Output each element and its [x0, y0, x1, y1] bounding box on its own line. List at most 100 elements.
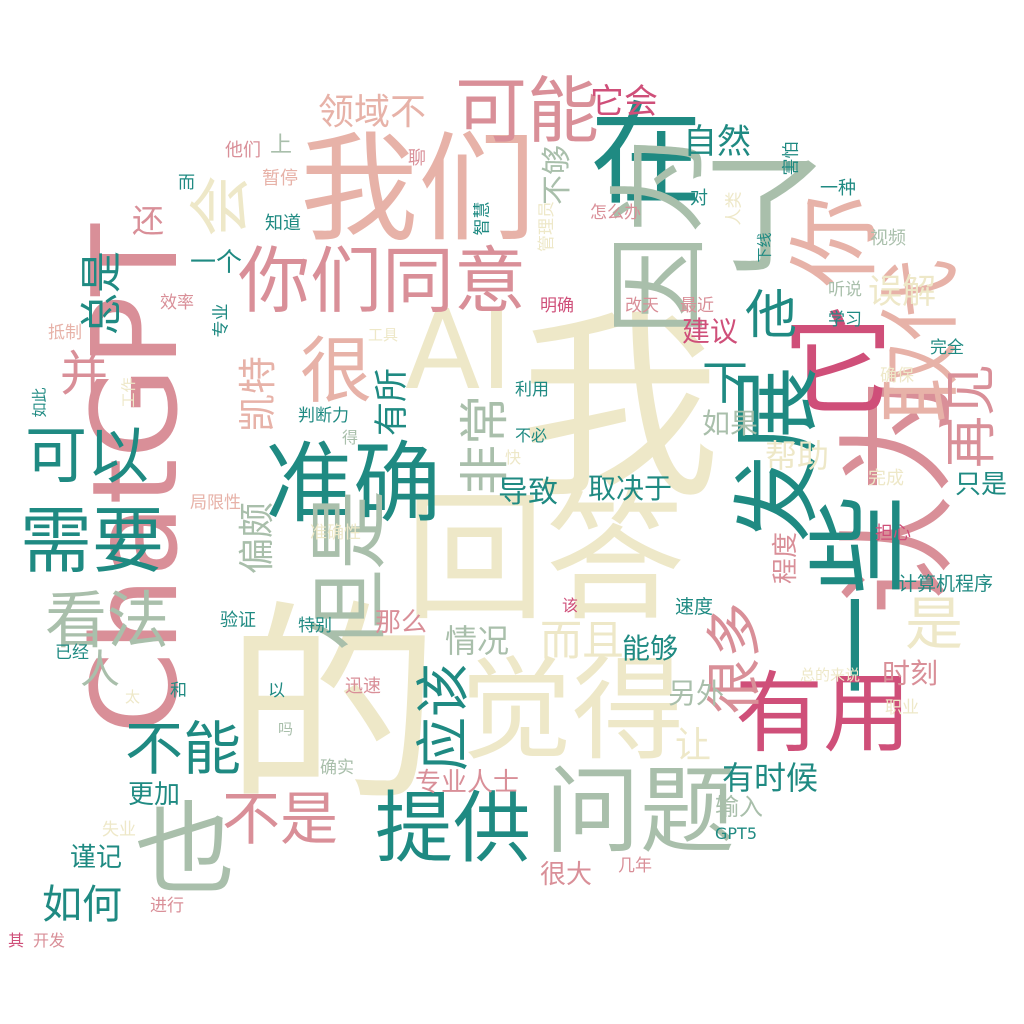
word-xuexi: 学习 — [828, 310, 862, 330]
word-zongdelaishuo: 总的来说 — [800, 666, 861, 684]
word-he: 和 — [170, 681, 187, 701]
word-zenmeban: 怎么办 — [590, 203, 641, 223]
word-shang: 上 — [270, 133, 293, 158]
word-zhidao: 知道 — [265, 213, 301, 234]
word-kanfa: 看法 — [45, 584, 170, 657]
word-lingwai: 另外 — [668, 677, 725, 710]
word-yinggai: 应该 — [412, 663, 475, 771]
word-chengdu: 程度 — [771, 531, 802, 585]
word-gongju: 工具 — [368, 326, 399, 344]
word-keyi: 可以 — [25, 419, 150, 492]
word-ruhe: 如何 — [42, 882, 122, 928]
word-hai: 还 — [132, 202, 165, 240]
word-qingkuang: 情况 — [445, 622, 510, 660]
word-gai: 该 — [562, 596, 579, 615]
word-henda: 很大 — [540, 860, 593, 890]
word-jianyi: 建议 — [682, 315, 739, 348]
word-xia: 下 — [702, 356, 748, 410]
word-ma: 吗 — [278, 720, 294, 738]
word-ai: AI — [405, 286, 513, 414]
word-zongshi: 总是 — [77, 250, 127, 336]
word-shike: 时刻 — [882, 657, 939, 690]
word-wancheng: 完成 — [868, 468, 904, 489]
word-gaitian: 改天 — [625, 296, 659, 316]
word-wenti: 问题 — [545, 757, 736, 867]
word-rang: 让 — [675, 725, 712, 766]
word-jinian: 几年 — [618, 856, 652, 876]
word-erqie: 而且 — [540, 616, 625, 665]
word-bugou: 不够 — [540, 145, 575, 205]
word-zanting: 暂停 — [262, 168, 298, 189]
word-ruci: 如此 — [30, 387, 49, 418]
word-xuyao: 需要 — [20, 499, 165, 583]
word-liyong: 利用 — [515, 380, 549, 400]
word-zhunque: 准确 — [265, 432, 442, 535]
word-quebao: 确保 — [880, 366, 914, 386]
word-wo: 我 — [520, 293, 721, 526]
word-haipa: 害怕 — [781, 141, 802, 176]
word-kaifa: 开发 — [33, 931, 66, 950]
word-daozhi: 导致 — [498, 475, 558, 510]
word-hui: 会 — [184, 174, 258, 238]
word-zhuanyerenshi: 专业人士 — [415, 768, 520, 798]
word-gpt5: GPT5 — [715, 824, 757, 843]
word-bushi: 不是 — [222, 785, 339, 853]
word-juede: 觉得 — [460, 646, 684, 776]
word-juxianxing: 局限性 — [190, 493, 241, 513]
word-name: 那么 — [375, 608, 428, 638]
word-zuijin: 最近 — [680, 296, 714, 316]
word-le: 了 — [700, 139, 831, 291]
word-dizhi: 抵制 — [48, 323, 82, 343]
word-ta: 它 — [782, 301, 894, 431]
word-zhuanye: 专业 — [211, 303, 232, 338]
word-qi: 其 — [8, 931, 25, 950]
word-nenggou: 能够 — [622, 632, 679, 665]
word-bubi: 不必 — [515, 426, 548, 445]
word-women: 我们 — [300, 120, 537, 258]
word-yi: 以 — [268, 681, 285, 701]
word-tingshuo: 听说 — [828, 280, 862, 300]
word-bing: 并 — [60, 346, 109, 402]
word-panduanli: 判断力 — [298, 406, 349, 426]
word-zhihui: 智慧 — [472, 201, 493, 236]
word-liao: 聊 — [408, 148, 426, 169]
word-ta-he: 他 — [745, 286, 798, 346]
word-zhishi: 只是 — [955, 470, 1008, 500]
word-dui: 对 — [690, 188, 708, 209]
word-huida: 回答 — [405, 478, 686, 641]
word-yanzheng: 验证 — [220, 610, 256, 631]
word-shiye: 失业 — [102, 820, 136, 840]
word-er: 而 — [178, 173, 195, 193]
word-tamen: 他们 — [225, 140, 261, 161]
word-jisuanjichengxu: 计算机程序 — [898, 573, 994, 595]
word-tai: 太 — [125, 688, 141, 706]
word-shi: 是 — [905, 590, 964, 658]
word-shipin: 视频 — [870, 228, 906, 249]
word-zaijian: 再见 — [942, 363, 1003, 469]
word-ruguo: 如果 — [702, 407, 759, 440]
word-yizhong: 一种 — [820, 178, 856, 199]
word-tigong: 提供 — [375, 784, 532, 874]
word-danxin: 担心 — [875, 523, 911, 544]
word-nimentongyi: 你们同意 — [238, 239, 527, 323]
word-lingyubu: 领域不 — [318, 92, 427, 133]
word-xiaxian: 下线 — [755, 232, 774, 263]
word-wanquan: 完全 — [930, 338, 964, 358]
word-jinxing: 进行 — [150, 896, 184, 916]
word-tebie: 特别 — [298, 616, 332, 636]
word-pianpo: 偏颇 — [237, 501, 279, 575]
word-buneng: 不能 — [125, 715, 242, 783]
word-renlei: 人类 — [724, 191, 745, 226]
word-kaite: 凯特 — [236, 355, 281, 433]
word-wujie: 误解 — [868, 272, 936, 312]
word-ren: 人 — [80, 647, 120, 693]
word-sudu: 速度 — [675, 596, 714, 618]
word-youyong: 有用 — [735, 662, 912, 765]
word-keneng: 可能 — [455, 69, 600, 153]
word-gengjia: 更加 — [128, 780, 181, 810]
word-yige: 一个 — [190, 248, 243, 278]
word-jinji: 谨记 — [70, 843, 123, 873]
word-ye: 也 — [135, 791, 235, 908]
word-qujueyu: 取决于 — [588, 472, 673, 505]
word-queshi: 确实 — [320, 758, 354, 778]
